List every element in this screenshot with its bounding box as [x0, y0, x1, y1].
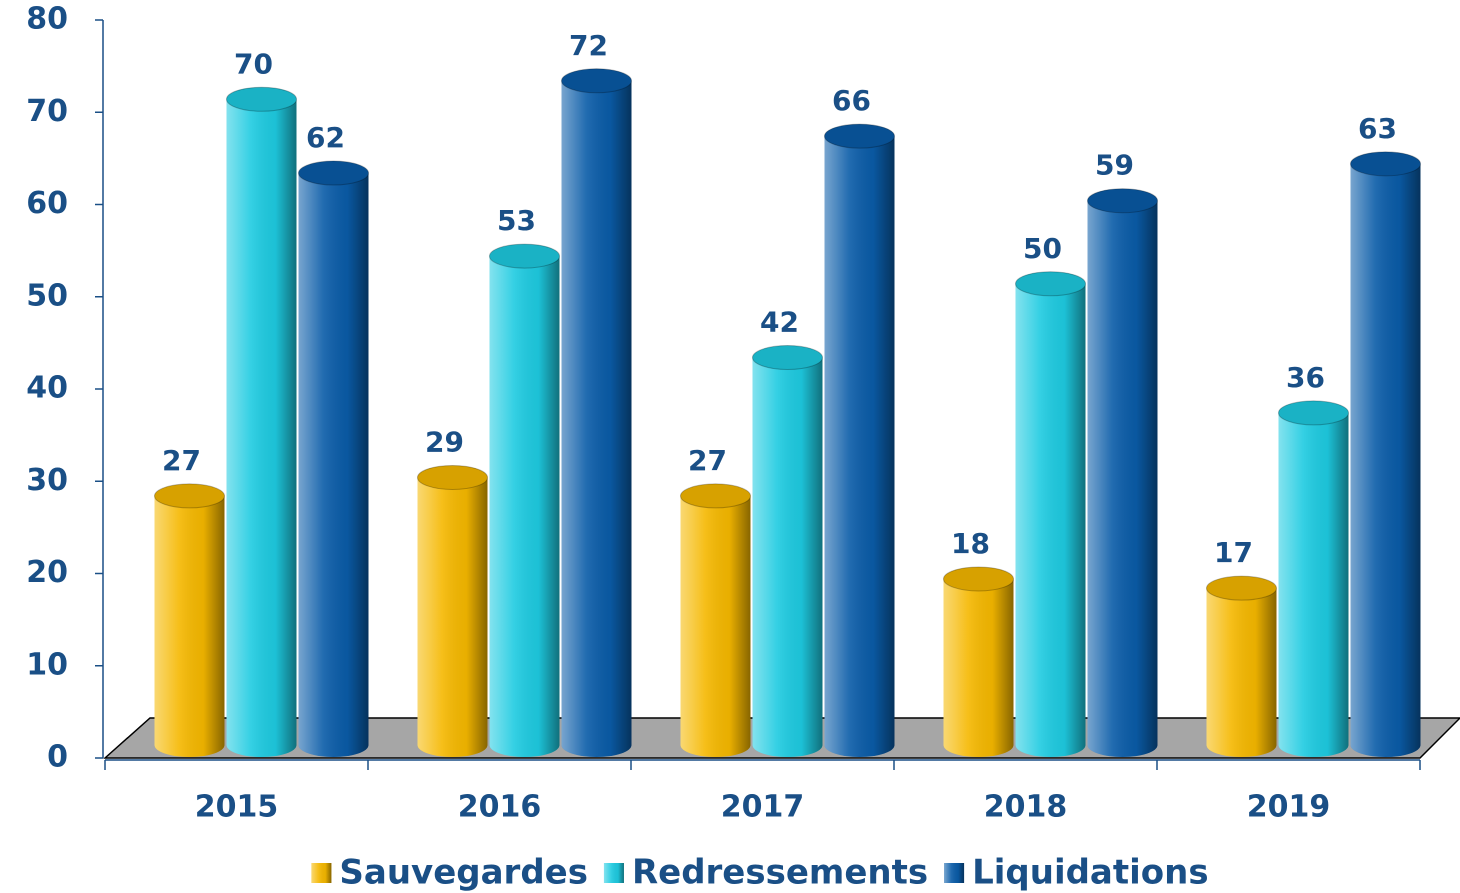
- value-label: 18: [951, 527, 990, 560]
- bar-top-shade: [226, 87, 297, 112]
- value-label: 53: [497, 204, 536, 237]
- y-tick-label: 60: [26, 186, 68, 221]
- bar-top: [154, 483, 225, 509]
- bar: [417, 464, 488, 757]
- legend-label: Redressements: [632, 853, 928, 893]
- value-label: 42: [760, 306, 799, 339]
- bar-body-shade: [824, 136, 895, 745]
- value-label: 27: [688, 444, 727, 477]
- bar-top-shade: [298, 161, 369, 186]
- bar-body-shade: [752, 357, 823, 745]
- bar: [752, 345, 823, 757]
- bar-top: [1087, 188, 1158, 214]
- bar-body-shade: [561, 80, 632, 746]
- y-tick-label: 0: [47, 740, 68, 775]
- bar: [680, 483, 751, 757]
- value-label: 50: [1023, 232, 1062, 265]
- bar-body-shade: [226, 99, 297, 745]
- value-label: 27: [162, 444, 201, 477]
- legend-swatch-shade: [944, 863, 965, 883]
- value-label: 29: [425, 425, 464, 458]
- value-label: 72: [569, 29, 608, 62]
- bar-top-shade: [1087, 188, 1158, 213]
- bar-top-shade: [417, 465, 488, 490]
- value-label: 62: [306, 121, 345, 154]
- y-tick-label: 40: [26, 371, 68, 406]
- bar-top: [561, 68, 632, 94]
- bar-top: [1206, 575, 1277, 601]
- bar: [1015, 271, 1086, 757]
- y-tick-label: 20: [26, 555, 68, 590]
- bar-top-shade: [154, 483, 225, 508]
- bar-top: [752, 345, 823, 371]
- bar-body-shade: [154, 495, 225, 745]
- bar-top-shade: [1206, 576, 1277, 601]
- bar: [943, 566, 1014, 757]
- value-label: 70: [234, 47, 273, 80]
- bar: [154, 483, 225, 757]
- bar-top-shade: [1015, 271, 1086, 296]
- bar-body-shade: [489, 256, 560, 745]
- bar: [561, 68, 632, 757]
- bar-top: [1278, 400, 1349, 426]
- bar-top: [1350, 151, 1421, 177]
- bar-top: [824, 123, 895, 149]
- bar-top-shade: [680, 483, 751, 508]
- bar-top: [943, 566, 1014, 592]
- bar-body-shade: [680, 495, 751, 745]
- value-label: 17: [1214, 536, 1253, 569]
- y-tick-label: 10: [26, 647, 68, 682]
- value-label: 63: [1358, 112, 1397, 145]
- bar: [824, 123, 895, 757]
- value-label: 36: [1286, 361, 1325, 394]
- x-tick-label: 2016: [458, 790, 542, 825]
- bar-top: [489, 243, 560, 269]
- bar-top: [680, 483, 751, 509]
- legend-label: Liquidations: [972, 853, 1209, 893]
- bar: [226, 86, 297, 757]
- x-tick-label: 2017: [721, 790, 805, 825]
- bar-body-shade: [1087, 200, 1158, 746]
- bar-top: [226, 86, 297, 112]
- bar-top-shade: [1350, 151, 1421, 176]
- bar: [1087, 188, 1158, 757]
- bar-top-shade: [1278, 400, 1349, 425]
- bar: [1206, 575, 1277, 757]
- bar-top-shade: [943, 566, 1014, 591]
- value-label: 66: [832, 84, 871, 117]
- y-tick-label: 80: [26, 2, 68, 37]
- bar-top: [298, 160, 369, 186]
- bar: [489, 243, 560, 757]
- value-label: 59: [1095, 149, 1134, 182]
- legend-swatch-shade: [311, 863, 332, 883]
- bar-top: [1015, 271, 1086, 297]
- x-tick-label: 2019: [1247, 790, 1331, 825]
- bar-top-shade: [489, 244, 560, 269]
- bar-body-shade: [943, 578, 1014, 745]
- y-tick-label: 50: [26, 278, 68, 313]
- bar-top-shade: [752, 345, 823, 370]
- bar-body-shade: [417, 477, 488, 745]
- y-tick-label: 30: [26, 463, 68, 498]
- y-tick-label: 70: [26, 94, 68, 129]
- bar-top: [417, 464, 488, 490]
- bar-body-shade: [1015, 283, 1086, 745]
- bar: [298, 160, 369, 757]
- bar-body-shade: [1206, 588, 1277, 745]
- bar-body-shade: [1350, 163, 1421, 745]
- bar-top-shade: [824, 124, 895, 149]
- legend-label: Sauvegardes: [339, 853, 588, 893]
- bar: [1278, 400, 1349, 757]
- bar-top-shade: [561, 68, 632, 93]
- legend-swatch-shade: [603, 863, 624, 883]
- bar: [1350, 151, 1421, 757]
- x-tick-label: 2018: [984, 790, 1068, 825]
- bar-body-shade: [1278, 412, 1349, 745]
- x-tick-label: 2015: [195, 790, 279, 825]
- bar-body-shade: [298, 173, 369, 746]
